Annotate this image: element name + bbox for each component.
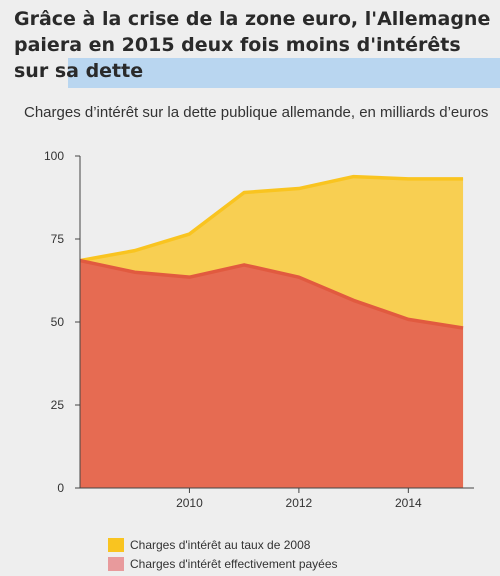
area-payees — [80, 260, 464, 488]
headline-title: Grâce à la crise de la zone euro, l'Alle… — [14, 8, 491, 82]
x-tick-label: 2010 — [176, 496, 203, 510]
headline-highlight — [68, 58, 500, 88]
legend-item-taux-2008[interactable]: Charges d'intérêt au taux de 2008 — [108, 536, 310, 554]
y-tick-label: 100 — [44, 149, 64, 163]
legend-swatch-taux-2008 — [108, 538, 124, 552]
legend-label-payees: Charges d'intérêt effectivement payées — [130, 557, 338, 571]
y-tick-label: 0 — [57, 481, 64, 495]
y-tick-label: 75 — [51, 232, 65, 246]
legend-swatch-payees — [108, 557, 124, 571]
chart-panel: Charges d’intérêt sur la dette publique … — [0, 96, 500, 576]
area-chart: 0 25 50 75 100 2010 2012 2014 — [44, 149, 474, 510]
legend-item-payees[interactable]: Charges d'intérêt effectivement payées — [108, 555, 338, 573]
legend-label-taux-2008: Charges d'intérêt au taux de 2008 — [130, 538, 311, 552]
chart-title: Charges d’intérêt sur la dette publique … — [24, 104, 489, 121]
x-tick-label: 2014 — [395, 496, 422, 510]
line-payees — [79, 258, 464, 330]
x-tick-label: 2012 — [286, 496, 313, 510]
y-tick-label: 50 — [51, 315, 65, 329]
y-tick-label: 25 — [51, 398, 65, 412]
line-taux-2008 — [79, 174, 464, 263]
headline-banner: Grâce à la crise de la zone euro, l'Alle… — [0, 0, 500, 96]
